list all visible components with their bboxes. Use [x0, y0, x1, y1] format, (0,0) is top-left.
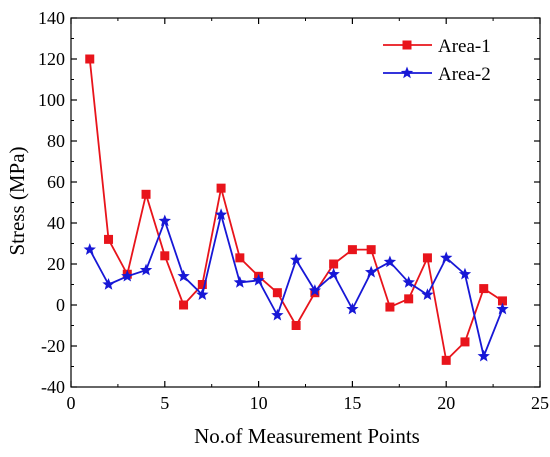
data-point: [139, 263, 153, 276]
data-point: [83, 243, 96, 255]
data-point: [271, 308, 284, 321]
data-point: [104, 234, 114, 244]
y-tick-label: 0: [56, 295, 65, 315]
data-point: [477, 349, 490, 362]
y-axis-label: Stress (MPa): [5, 146, 29, 255]
data-point: [441, 355, 451, 365]
y-tick-label: 120: [38, 49, 65, 69]
data-point: [289, 253, 303, 266]
data-point: [404, 294, 414, 304]
data-point: [272, 288, 282, 298]
data-point: [422, 253, 432, 263]
y-tick-label: 40: [47, 213, 65, 233]
data-point: [179, 300, 189, 310]
y-tick-label: 20: [47, 254, 65, 274]
data-point: [196, 288, 209, 301]
y-tick-label: -20: [41, 336, 65, 356]
x-tick-label: 25: [531, 393, 549, 413]
data-point: [160, 251, 170, 261]
data-point: [440, 251, 453, 264]
data-point: [460, 337, 470, 347]
x-tick-label: 5: [160, 393, 169, 413]
x-tick-label: 20: [437, 393, 455, 413]
data-point: [214, 208, 228, 221]
data-point: [308, 284, 322, 296]
data-point: [329, 259, 339, 269]
data-point: [235, 253, 245, 263]
y-tick-label: 60: [47, 172, 65, 192]
data-point: [252, 273, 265, 286]
y-tick-label: 80: [47, 131, 65, 151]
series-line: [88, 58, 503, 362]
y-tick-label: -40: [41, 377, 65, 397]
legend-marker: [400, 66, 414, 79]
legend-marker: [402, 40, 412, 50]
data-point: [383, 255, 397, 268]
data-point: [85, 54, 95, 64]
data-point: [158, 214, 171, 227]
x-axis-label: No.of Measurement Points: [194, 424, 420, 448]
data-point: [233, 275, 247, 288]
x-tick-label: 10: [250, 393, 268, 413]
data-point: [216, 183, 226, 193]
data-point: [121, 269, 134, 282]
y-tick-label: 140: [38, 8, 65, 28]
legend: Area-1 Area-2: [383, 36, 491, 85]
data-point: [479, 284, 489, 294]
legend-label: Area-1: [438, 36, 491, 57]
data-point: [366, 245, 376, 255]
data-point: [347, 245, 357, 255]
data-point: [197, 280, 207, 289]
data-point: [458, 267, 472, 280]
data-point: [402, 275, 415, 288]
data-point: [496, 302, 509, 315]
series-line: [88, 213, 504, 358]
data-point: [364, 265, 378, 278]
data-point: [177, 269, 190, 282]
series-area-2: [83, 208, 509, 362]
legend-label: Area-2: [438, 64, 491, 85]
y-tick-label: 100: [38, 90, 65, 110]
x-tick-label: 15: [343, 393, 361, 413]
data-point: [497, 296, 507, 306]
series-area-1: [85, 54, 507, 365]
data-point: [346, 302, 359, 315]
data-point: [102, 278, 115, 290]
data-point: [385, 302, 395, 312]
data-point: [291, 321, 301, 330]
data-point: [141, 189, 151, 199]
data-point: [421, 288, 434, 301]
x-tick-label: 0: [67, 393, 76, 413]
data-point: [327, 267, 340, 280]
